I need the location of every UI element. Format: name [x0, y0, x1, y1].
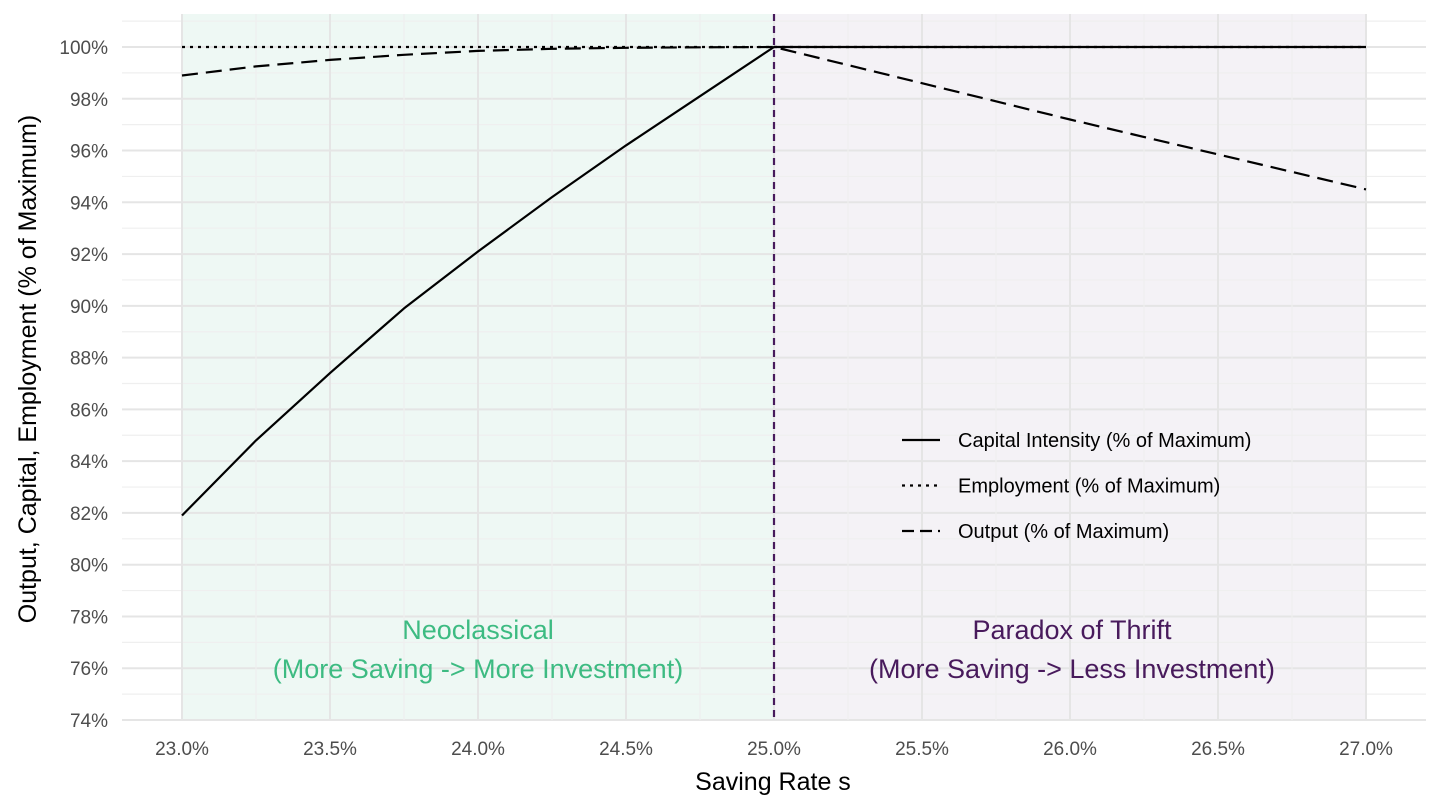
y-tick-label: 100%: [59, 38, 108, 59]
y-tick-label: 90%: [70, 297, 108, 318]
x-tick-label: 24.0%: [451, 739, 505, 760]
y-axis-title: Output, Capital, Employment (% of Maximu…: [14, 115, 42, 624]
x-tick-label: 26.5%: [1191, 739, 1245, 760]
legend-label: Employment (% of Maximum): [958, 476, 1220, 498]
x-axis-ticks: 23.0% 23.5% 24.0% 24.5% 25.0% 25.5% 26.0% 26.5%…: [155, 739, 1393, 760]
y-tick-label: 92%: [70, 245, 108, 266]
region-label-title-0: Neoclassical: [402, 615, 554, 645]
y-tick-label: 82%: [70, 504, 108, 525]
x-tick-label: 24.5%: [599, 739, 653, 760]
y-axis-ticks: 74% 76% 78% 80% 82% 84% 86% 88% 90% 92% 94% 96% 98% 1…: [59, 38, 108, 732]
x-tick-label: 26.0%: [1043, 739, 1097, 760]
y-tick-label: 76%: [70, 659, 108, 680]
x-tick-label: 25.5%: [895, 739, 949, 760]
y-tick-label: 78%: [70, 607, 108, 628]
legend-label: Output (% of Maximum): [958, 521, 1169, 543]
y-tick-label: 94%: [70, 193, 108, 214]
series-line-dashed: [181, 45, 1367, 191]
series-lines: [181, 45, 1367, 517]
series-line-solid: [181, 45, 1366, 517]
y-tick-label: 88%: [70, 349, 108, 370]
region-labels: Neoclassical (More Saving -> More Investm…: [273, 615, 1275, 684]
legend-label: Capital Intensity (% of Maximum): [958, 430, 1251, 452]
y-tick-label: 86%: [70, 400, 108, 421]
y-tick-label: 98%: [70, 90, 108, 111]
y-tick-label: 96%: [70, 142, 108, 163]
region-label-title-1: Paradox of Thrift: [972, 615, 1172, 645]
legend: Capital Intensity (% of Maximum) Employme…: [902, 430, 1251, 543]
y-tick-label: 80%: [70, 556, 108, 577]
x-tick-label: 23.5%: [303, 739, 357, 760]
region-label-subtitle-1: (More Saving -> Less Investment): [869, 654, 1275, 684]
x-tick-label: 25.0%: [747, 739, 801, 760]
region-label-subtitle-0: (More Saving -> More Investment): [273, 654, 683, 684]
y-tick-label: 84%: [70, 452, 108, 473]
y-tick-label: 74%: [70, 711, 108, 732]
x-axis-title: Saving Rate s: [695, 768, 851, 796]
x-tick-label: 27.0%: [1339, 739, 1393, 760]
x-tick-label: 23.0%: [155, 739, 209, 760]
